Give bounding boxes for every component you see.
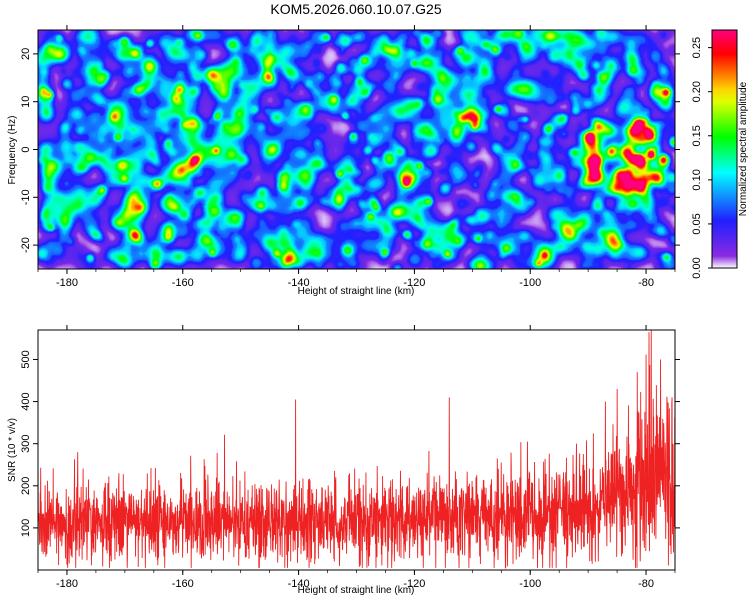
snr-y-tick-label: 100 bbox=[20, 519, 32, 537]
spectrogram-x-tick-label: -80 bbox=[638, 277, 654, 289]
snr-series-line bbox=[38, 330, 675, 569]
snr-frame bbox=[37, 329, 676, 571]
spectrogram-y-tick-label: 10 bbox=[20, 96, 32, 108]
colorbar-tick-label: 0.05 bbox=[691, 213, 703, 234]
spectrogram-y-tick-label: -10 bbox=[20, 189, 32, 205]
spectrogram-image bbox=[38, 30, 675, 269]
spectrogram-x-tick-label: -160 bbox=[172, 277, 194, 289]
snr-y-tick-label: 400 bbox=[20, 392, 32, 410]
colorbar-tick-label: 0.20 bbox=[691, 81, 703, 102]
snr-y-tick-label: 200 bbox=[20, 477, 32, 495]
snr-panel: -180 -160 -140 -120 -100 -80 100 200 300 400 500 H… bbox=[7, 325, 680, 596]
colorbar-tick-label: 0.15 bbox=[691, 125, 703, 146]
colorbar: 0.00 0.05 0.10 0.15 0.20 0.25 Normalized spec… bbox=[691, 29, 749, 279]
snr-x-tick-label: -180 bbox=[56, 578, 78, 590]
spectrogram-x-tick-label: -120 bbox=[403, 277, 425, 289]
colorbar-label: Normalized spectral amplitude bbox=[738, 81, 749, 216]
snr-x-tick-label: -160 bbox=[172, 578, 194, 590]
snr-x-tick-label: -80 bbox=[638, 578, 654, 590]
snr-x-tick-label: -140 bbox=[288, 578, 310, 590]
snr-x-axis-label: Height of straight line (km) bbox=[298, 585, 415, 596]
snr-y-axis-label: SNR (10 * v/v) bbox=[7, 418, 18, 482]
colorbar-bar bbox=[711, 29, 738, 269]
colorbar-tick-label: 0.10 bbox=[691, 169, 703, 190]
colorbar-tick-label: 0.00 bbox=[691, 257, 703, 278]
snr-ticks: -180 -160 -140 -120 -100 -80 100 200 300 400 500 bbox=[20, 325, 680, 590]
snr-y-tick-label: 500 bbox=[20, 350, 32, 368]
spectrogram-x-tick-label: -180 bbox=[56, 277, 78, 289]
spectrogram-y-tick-label: 0 bbox=[20, 146, 32, 152]
colorbar-tick-label: 0.25 bbox=[691, 37, 703, 58]
snr-y-tick-label: 300 bbox=[20, 435, 32, 453]
figure-title: KOM5.2026.060.10.07.G25 bbox=[270, 1, 441, 17]
colorbar-ticks: 0.00 0.05 0.10 0.15 0.20 0.25 bbox=[691, 37, 712, 279]
snr-x-tick-label: -120 bbox=[403, 578, 425, 590]
spectrogram-x-tick-label: -140 bbox=[288, 277, 310, 289]
spectrogram-frame bbox=[37, 29, 676, 270]
snr-x-tick-label: -100 bbox=[519, 578, 541, 590]
spectrogram-y-axis-label: Frequency (Hz) bbox=[7, 116, 18, 185]
spectrogram-x-axis-label: Height of straight line (km) bbox=[298, 286, 415, 297]
spectrogram-y-tick-label: -20 bbox=[20, 237, 32, 253]
spectrogram-y-tick-label: 20 bbox=[20, 48, 32, 60]
spectrogram-x-tick-label: -100 bbox=[519, 277, 541, 289]
